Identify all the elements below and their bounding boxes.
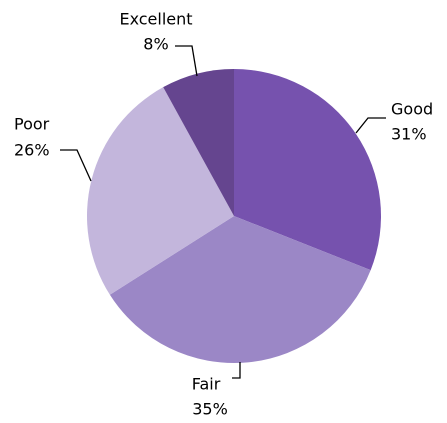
slice-label: Excellent <box>119 10 192 29</box>
slice-value-label: 8% <box>143 35 168 54</box>
leader-line <box>355 117 386 134</box>
pie-slice <box>109 216 371 363</box>
slice-label: Good <box>391 100 433 119</box>
pie-slice <box>234 69 381 271</box>
pie-slice <box>87 87 235 295</box>
slice-value-label: 35% <box>192 400 228 419</box>
slice-label: Poor <box>14 115 50 134</box>
slice-label: Fair <box>192 375 221 394</box>
leader-line <box>175 45 198 77</box>
slice-value-label: 31% <box>391 125 427 144</box>
leader-line <box>60 149 92 182</box>
pie-slice <box>163 69 234 216</box>
slice-value-label: 26% <box>14 141 50 160</box>
leader-line <box>232 362 241 379</box>
